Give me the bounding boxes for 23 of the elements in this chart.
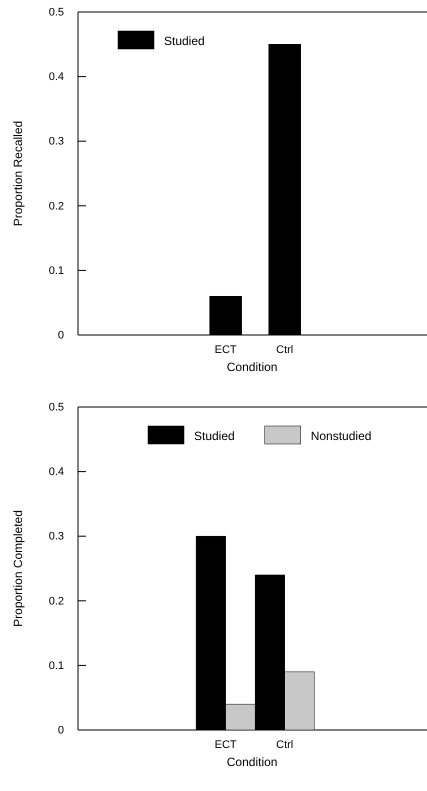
x-tick-label: Ctrl — [276, 739, 294, 751]
y-tick-label: 0.4 — [48, 71, 64, 84]
y-tick-label: 0 — [58, 724, 64, 737]
y-tick-label: 0.2 — [48, 595, 64, 608]
y-axis-title: Proportion Completed — [11, 510, 25, 627]
y-tick-label: 0 — [58, 330, 64, 342]
legend-label: Nonstudied — [310, 429, 372, 443]
y-axis-title: Proportion Recalled — [11, 120, 25, 226]
y-tick-label: 0.1 — [48, 264, 64, 277]
legend-label: Studied — [194, 429, 235, 443]
y-tick-label: 0.1 — [48, 660, 64, 672]
y-tick-label: 0.5 — [48, 402, 64, 414]
x-tick-label: Ctrl — [276, 344, 294, 356]
y-tick-label: 0.4 — [48, 466, 64, 478]
x-tick-label: ECT — [214, 344, 237, 356]
y-tick-label: 0.3 — [48, 136, 64, 148]
x-axis-title: Condition — [226, 360, 278, 374]
x-tick-label: ECT — [214, 739, 237, 751]
legend-label: Studied — [164, 34, 205, 48]
y-tick-label: 0.5 — [48, 6, 64, 19]
y-tick-label: 0.3 — [48, 530, 64, 543]
y-tick-label: 0.2 — [48, 200, 64, 212]
x-axis-title: Condition — [226, 755, 278, 769]
